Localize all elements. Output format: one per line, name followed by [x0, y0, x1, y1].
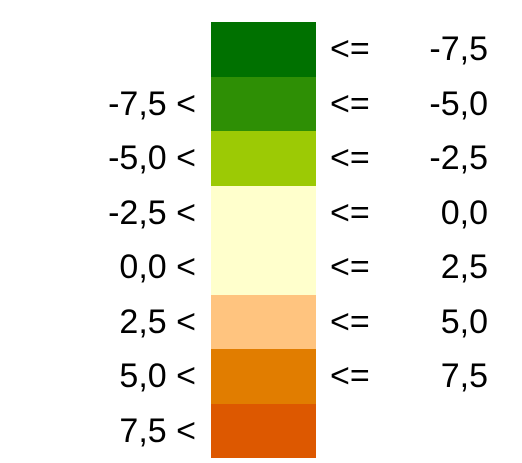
legend-upper-bound: 0,0 — [440, 193, 488, 232]
color-legend: <= -7,5 -7,5 < <= -5,0 -5,0 < <= -2,5 -2… — [0, 22, 522, 458]
legend-swatch — [211, 131, 316, 186]
legend-operator: <= — [330, 193, 370, 232]
legend-operator: <= — [330, 357, 370, 395]
legend-row: -7,5 < <= -5,0 — [0, 76, 522, 131]
legend-upper-bound: 7,5 — [440, 357, 488, 395]
legend-operator: <= — [330, 30, 370, 68]
legend-operator: <= — [330, 139, 370, 177]
legend-lower-bound: 7,5 < — [119, 411, 196, 450]
legend-lower-bound: 0,0 < — [119, 248, 196, 286]
legend-upper-bound: -7,5 — [429, 30, 488, 68]
legend-upper-bound: -2,5 — [429, 139, 488, 177]
legend-row: <= -7,5 — [0, 22, 522, 77]
legend-operator: <= — [330, 248, 370, 286]
legend-upper-bound: 5,0 — [440, 302, 488, 341]
legend-swatch — [211, 22, 316, 77]
legend-row: -2,5 < <= 0,0 — [0, 185, 522, 240]
legend-lower-bound: -7,5 < — [108, 84, 196, 123]
legend-swatch — [211, 76, 316, 131]
legend-lower-bound: 2,5 < — [119, 302, 196, 341]
legend-swatch — [211, 240, 316, 295]
legend-upper-bound: -5,0 — [429, 84, 488, 123]
legend-row: 5,0 < <= 7,5 — [0, 349, 522, 404]
legend-operator: <= — [330, 302, 370, 341]
legend-swatch — [211, 349, 316, 404]
legend-swatch — [211, 403, 316, 458]
legend-row: 7,5 < — [0, 403, 522, 458]
legend-row: 2,5 < <= 5,0 — [0, 294, 522, 349]
legend-upper-bound: 2,5 — [440, 248, 488, 286]
legend-lower-bound: 5,0 < — [119, 357, 196, 395]
legend-row: -5,0 < <= -2,5 — [0, 131, 522, 186]
legend-lower-bound: -5,0 < — [108, 139, 196, 177]
legend-operator: <= — [330, 84, 370, 123]
legend-lower-bound: -2,5 < — [108, 193, 196, 232]
legend-swatch — [211, 294, 316, 349]
legend-swatch — [211, 185, 316, 240]
legend-row: 0,0 < <= 2,5 — [0, 240, 522, 295]
